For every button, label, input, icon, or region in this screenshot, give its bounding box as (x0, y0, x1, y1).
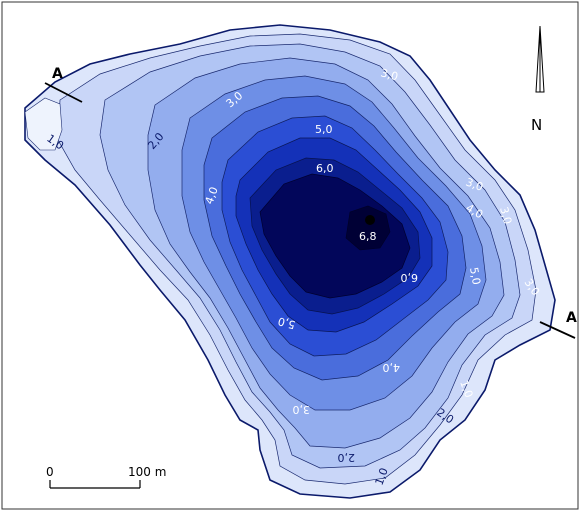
section-label-start: A (52, 66, 63, 82)
section-label-end: A (566, 310, 577, 326)
section-line-end-tick (539, 321, 576, 339)
depth-band-10 (345, 205, 391, 251)
scale-label-zero: 0 (46, 465, 54, 479)
contour-label: 5,0 (315, 123, 333, 136)
contour-label: 3,0 (293, 403, 311, 416)
contour-label: 3,0 (497, 205, 514, 225)
north-label: N (531, 116, 542, 134)
depth-bands (24, 24, 556, 499)
scale-label-end: 100 m (128, 465, 166, 479)
section-line: A A (44, 66, 577, 339)
contour-label: 6,0 (401, 271, 419, 284)
north-arrow: N (531, 25, 545, 134)
nw-lobe-band (24, 97, 63, 151)
contour-label: 2,0 (338, 451, 356, 464)
contour-label: 5,0 (277, 314, 297, 331)
contour-label: 4,0 (203, 185, 221, 206)
contour-label: 1,0 (457, 379, 475, 400)
contour-label: 5,0 (467, 266, 483, 285)
contour-labels: 1,0 2,0 3,0 4,0 5,0 6,0 3,0 3,0 4,0 3,0 … (44, 66, 542, 487)
contour-label: 3,0 (464, 176, 485, 194)
section-line-start-tick (44, 82, 83, 103)
deepest-point-marker (365, 215, 375, 225)
contour-label: 6,0 (316, 162, 334, 175)
scale-bar: 0 100 m (46, 465, 166, 489)
contour-label: 4,0 (383, 361, 401, 374)
deepest-point-label: 6,8 (359, 230, 377, 243)
contour-label: 3,0 (379, 66, 399, 83)
depth-band-9 (259, 173, 411, 299)
contour-label: 1,0 (373, 466, 391, 487)
